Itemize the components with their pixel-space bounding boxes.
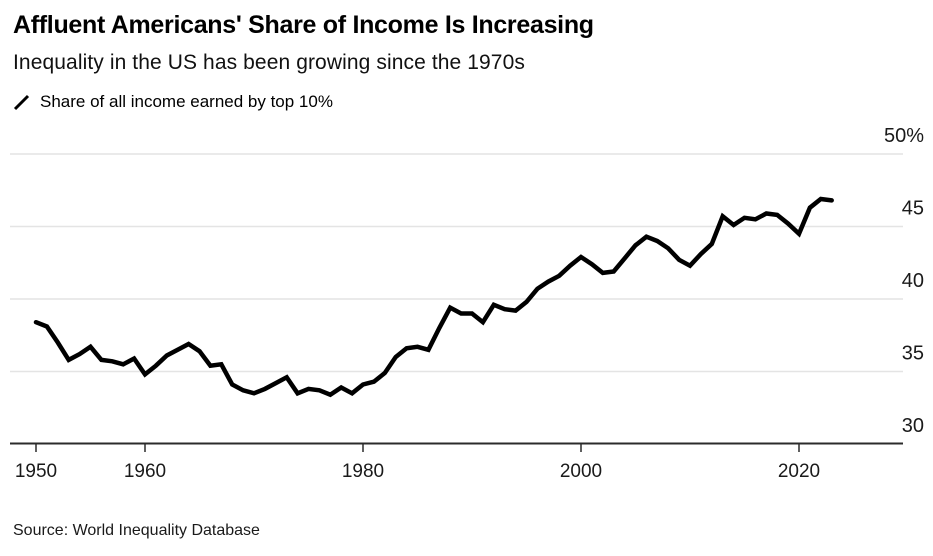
x-axis: 1950 1960 1980 2000 2020 <box>10 442 903 482</box>
y-axis-labels: 50% 45 40 35 30 <box>884 125 924 437</box>
source-text: Source: World Inequality Database <box>13 522 260 539</box>
legend: Share of all income earned by top 10% <box>13 92 333 112</box>
x-tick-label: 2020 <box>778 461 820 482</box>
x-tick-label: 2000 <box>560 461 602 482</box>
legend-label: Share of all income earned by top 10% <box>40 92 333 111</box>
grid-lines <box>10 153 903 373</box>
page-title: Affluent Americans' Share of Income Is I… <box>13 11 594 39</box>
y-tick-label: 30 <box>902 415 924 437</box>
x-tick-label: 1960 <box>124 461 166 482</box>
x-tick-label: 1950 <box>15 461 57 482</box>
x-tick-label: 1980 <box>342 461 384 482</box>
legend-line-icon <box>13 94 30 110</box>
income-share-line <box>33 196 834 398</box>
y-tick-label: 50% <box>884 125 924 147</box>
y-tick-label: 40 <box>902 270 924 292</box>
y-tick-label: 45 <box>902 198 924 220</box>
y-tick-label: 35 <box>902 343 924 365</box>
chart-header: Affluent Americans' Share of Income Is I… <box>13 10 594 75</box>
page-subtitle: Inequality in the US has been growing si… <box>13 51 525 74</box>
